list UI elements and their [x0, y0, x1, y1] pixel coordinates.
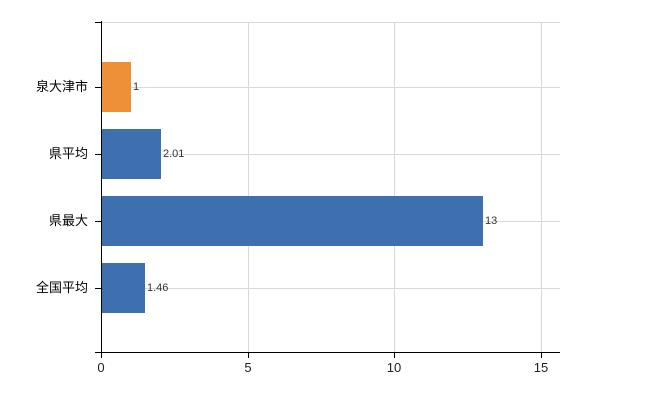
y-axis-top-tick — [95, 22, 101, 23]
x-tick — [394, 353, 395, 358]
gridline-vertical — [248, 22, 249, 352]
bar-4 — [102, 263, 145, 313]
x-tick-label: 0 — [97, 360, 105, 375]
x-axis-line — [95, 352, 560, 353]
gridline-row — [101, 288, 560, 289]
value-label: 13 — [485, 215, 498, 227]
value-label: 1 — [133, 81, 140, 93]
bar-3 — [102, 196, 483, 246]
bar-2 — [102, 129, 161, 179]
y-axis-line — [101, 21, 102, 352]
x-tick-label: 15 — [533, 360, 549, 375]
gridline-row — [101, 154, 560, 155]
category-label: 泉大津市 — [35, 79, 88, 94]
y-tick — [95, 288, 101, 289]
value-label: 2.01 — [163, 148, 185, 160]
gridline-vertical — [541, 22, 542, 352]
y-tick — [95, 87, 101, 88]
gridline-top — [101, 22, 560, 23]
category-label: 県平均 — [48, 146, 88, 161]
x-tick — [101, 353, 102, 358]
category-label: 県最大 — [48, 213, 88, 228]
gridline-row — [101, 87, 560, 88]
x-tick — [248, 353, 249, 358]
value-label: 1.46 — [147, 282, 169, 294]
category-label: 全国平均 — [35, 280, 88, 295]
x-tick — [541, 353, 542, 358]
gridline-vertical — [394, 22, 395, 352]
y-tick — [95, 154, 101, 155]
bar-1 — [102, 62, 131, 112]
y-tick — [95, 221, 101, 222]
x-tick-label: 5 — [244, 360, 252, 375]
x-tick-label: 10 — [386, 360, 402, 375]
